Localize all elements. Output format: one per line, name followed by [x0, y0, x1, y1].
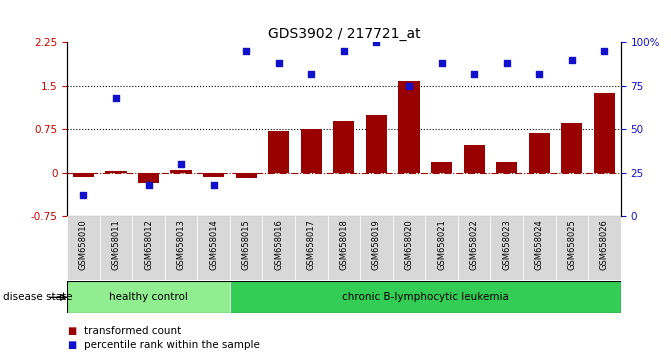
Bar	[327, 216, 360, 280]
Bar	[72, 172, 94, 177]
Bar	[100, 216, 132, 280]
Point	[599, 48, 610, 54]
Text: healthy control: healthy control	[109, 292, 188, 302]
Text: disease state: disease state	[3, 292, 73, 302]
Point	[534, 71, 545, 76]
Text: GSM658024: GSM658024	[535, 219, 544, 270]
Text: GSM658026: GSM658026	[600, 219, 609, 270]
Text: GSM658025: GSM658025	[567, 219, 576, 270]
Bar	[236, 172, 257, 178]
Point	[566, 57, 577, 63]
Bar	[561, 124, 582, 172]
Bar	[203, 172, 224, 177]
Text: GSM658018: GSM658018	[340, 219, 348, 270]
Point	[78, 192, 89, 198]
Text: GSM658021: GSM658021	[437, 219, 446, 270]
Text: GSM658022: GSM658022	[470, 219, 478, 270]
Point	[306, 71, 317, 76]
Bar	[170, 170, 192, 172]
Bar	[366, 115, 387, 172]
Bar	[197, 216, 230, 280]
Text: GSM658016: GSM658016	[274, 219, 283, 270]
Bar	[360, 216, 393, 280]
Bar	[529, 133, 550, 172]
Text: GSM658015: GSM658015	[242, 219, 251, 270]
Text: GSM658023: GSM658023	[502, 219, 511, 270]
Bar	[67, 216, 100, 280]
Text: GSM658013: GSM658013	[176, 219, 186, 270]
Point	[111, 95, 121, 101]
Text: GSM658012: GSM658012	[144, 219, 153, 270]
Point	[501, 61, 512, 66]
Text: GSM658011: GSM658011	[111, 219, 121, 270]
Bar	[556, 216, 588, 280]
Text: GSM658019: GSM658019	[372, 219, 381, 270]
Point	[404, 83, 415, 89]
Bar	[268, 131, 289, 172]
Text: ■: ■	[67, 326, 76, 336]
Bar	[431, 162, 452, 172]
Bar	[464, 145, 484, 172]
Point	[469, 71, 480, 76]
Bar	[523, 216, 556, 280]
Bar	[301, 129, 322, 172]
Text: chronic B-lymphocytic leukemia: chronic B-lymphocytic leukemia	[342, 292, 509, 302]
Text: GSM658017: GSM658017	[307, 219, 316, 270]
Bar	[262, 216, 295, 280]
Text: GSM658020: GSM658020	[405, 219, 413, 270]
Point	[143, 182, 154, 188]
Point	[436, 61, 447, 66]
Text: ■: ■	[67, 340, 76, 350]
Bar	[295, 216, 327, 280]
Bar	[230, 281, 621, 313]
Point	[241, 48, 252, 54]
Bar	[132, 216, 165, 280]
Point	[338, 48, 349, 54]
Bar	[399, 81, 419, 172]
Bar	[425, 216, 458, 280]
Text: percentile rank within the sample: percentile rank within the sample	[84, 340, 260, 350]
Title: GDS3902 / 217721_at: GDS3902 / 217721_at	[268, 28, 420, 41]
Point	[176, 161, 187, 167]
Bar	[165, 216, 197, 280]
Text: transformed count: transformed count	[84, 326, 181, 336]
Point	[273, 61, 284, 66]
Bar	[491, 216, 523, 280]
Bar	[588, 216, 621, 280]
Text: GSM658014: GSM658014	[209, 219, 218, 270]
Bar	[393, 216, 425, 280]
Bar	[67, 281, 230, 313]
Bar	[230, 216, 262, 280]
Text: GSM658010: GSM658010	[79, 219, 88, 270]
Bar	[105, 171, 127, 172]
Bar	[496, 162, 517, 172]
Bar	[138, 172, 159, 183]
Point	[371, 40, 382, 45]
Bar	[458, 216, 491, 280]
Bar	[333, 120, 354, 172]
Bar	[594, 93, 615, 172]
Point	[208, 182, 219, 188]
